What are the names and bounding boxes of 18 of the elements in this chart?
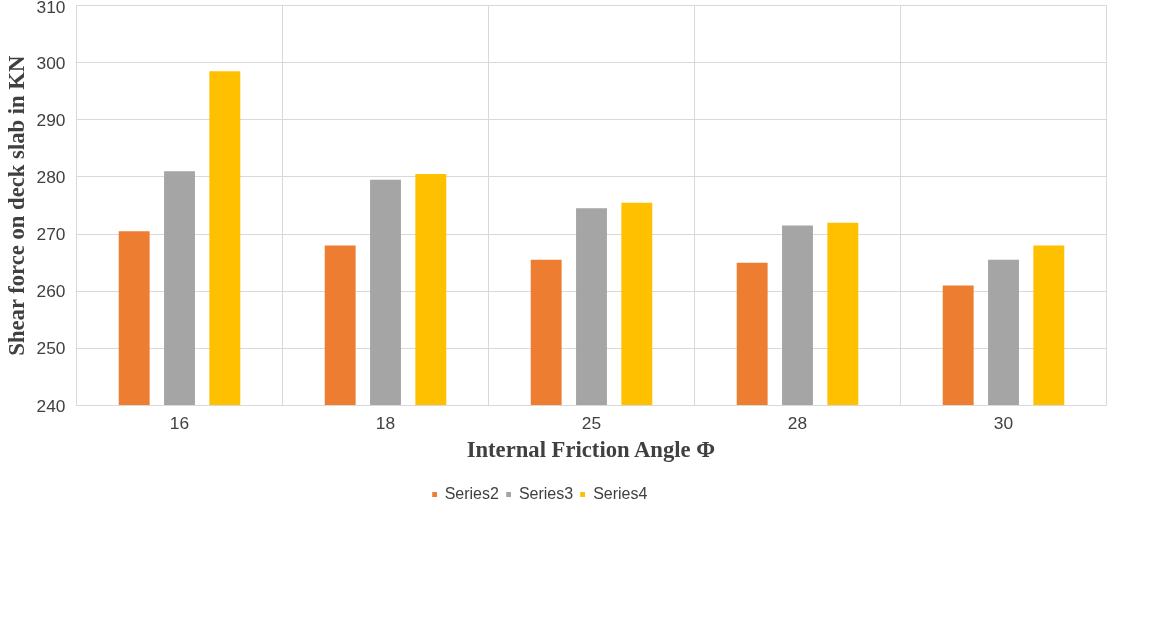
y-tick-label: 310 — [36, 0, 66, 17]
x-tick-label: 16 — [169, 412, 190, 433]
y-tick-label: 260 — [36, 281, 66, 302]
legend-label: Series3 — [518, 485, 574, 503]
legend-label: Series2 — [444, 485, 499, 503]
y-tick-label: 250 — [36, 338, 66, 359]
y-tick-label: 290 — [36, 109, 66, 130]
y-tick-label: 280 — [36, 166, 66, 187]
y-tick-label: 240 — [36, 395, 66, 416]
x-tick-label: 25 — [581, 412, 602, 433]
legend-label: Series4 — [593, 485, 648, 503]
y-tick-label: 300 — [36, 52, 66, 73]
x-axis-title: Internal Friction Angle Φ — [466, 436, 716, 462]
x-tick-label: 30 — [993, 412, 1014, 433]
y-axis-title: Shear force on deck slab in KN — [3, 55, 29, 356]
y-tick-label: 270 — [36, 224, 66, 245]
x-tick-label: 28 — [787, 412, 808, 433]
x-tick-label: 18 — [375, 412, 396, 433]
